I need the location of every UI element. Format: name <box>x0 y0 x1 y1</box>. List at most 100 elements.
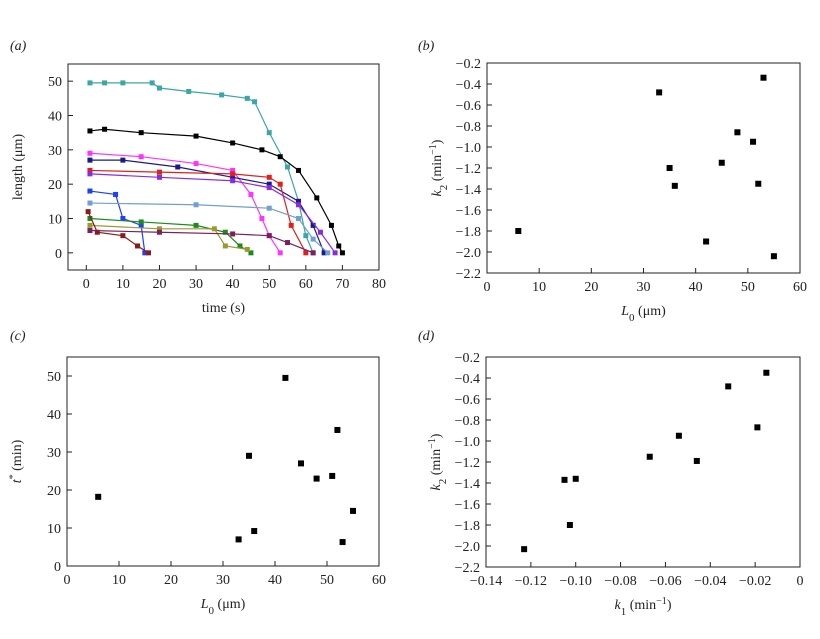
point <box>313 475 320 482</box>
point-marker <box>193 202 199 208</box>
point <box>566 522 573 528</box>
point <box>572 475 579 482</box>
point-marker <box>138 219 144 225</box>
y-tick-label: 30 <box>47 446 61 461</box>
y-tick-label: −2.2 <box>456 267 481 282</box>
point-marker <box>248 250 254 256</box>
y-tick-label: 0 <box>55 247 62 262</box>
label-part: ) <box>429 433 444 438</box>
point-marker <box>193 161 199 167</box>
y-tick-label: −0.4 <box>455 372 480 387</box>
point-marker <box>156 226 162 232</box>
point-marker <box>285 164 291 170</box>
point-marker <box>237 243 243 249</box>
x-tick-label: 70 <box>335 277 349 292</box>
point-marker <box>87 157 93 163</box>
x-tick-label: −0.06 <box>649 574 681 589</box>
y-tick-label: −1.6 <box>456 204 481 219</box>
point-marker <box>156 169 162 175</box>
y-tick-label: 0 <box>54 560 61 575</box>
x-tick-label: −0.08 <box>604 574 636 589</box>
label-part: (min) <box>10 439 25 474</box>
point-marker <box>230 231 236 237</box>
y-tick-label: −0.6 <box>456 99 481 114</box>
x-tick-label: 0 <box>797 574 804 589</box>
y-tick-label: −0.4 <box>456 78 481 93</box>
plot-frame <box>66 356 380 567</box>
point-marker <box>266 174 272 180</box>
x-tick-label: 50 <box>741 280 755 295</box>
label-part: (μm) <box>635 304 667 319</box>
x-tick-label: 30 <box>189 277 203 292</box>
label-part: 0 <box>209 605 215 617</box>
point-marker <box>296 167 302 173</box>
point <box>561 476 568 483</box>
point-marker <box>336 243 342 249</box>
point <box>95 493 102 500</box>
point-marker <box>135 243 141 249</box>
y-tick-label: −1.0 <box>455 435 480 450</box>
point-marker <box>277 181 283 187</box>
y-tick-label: −0.2 <box>455 351 480 366</box>
label-part: k <box>429 483 444 490</box>
label-part: t <box>10 478 25 483</box>
point <box>515 228 522 234</box>
axis-label: k2 (min−1) <box>427 433 450 490</box>
label-part: −1 <box>656 596 667 607</box>
point <box>760 74 767 81</box>
point-marker <box>317 229 323 235</box>
label-part: ) <box>430 139 445 144</box>
point-marker <box>310 222 316 228</box>
plot-frame <box>485 356 801 568</box>
point-marker <box>193 133 199 139</box>
point <box>656 89 663 96</box>
point <box>246 452 252 459</box>
label-part: (μm) <box>214 597 246 612</box>
y-tick-label: −1.8 <box>456 225 481 240</box>
x-tick-label: −0.10 <box>560 574 592 589</box>
point-marker <box>230 178 236 184</box>
point-marker <box>87 167 93 173</box>
x-tick-label: 30 <box>216 573 230 588</box>
point-marker <box>102 80 108 86</box>
point <box>646 453 653 460</box>
point-marker <box>325 250 331 256</box>
point-marker <box>142 250 148 256</box>
x-tick-label: 20 <box>152 277 166 292</box>
point-marker <box>310 250 316 256</box>
y-tick-label: −0.8 <box>456 120 481 135</box>
label-part: 2 <box>438 185 450 191</box>
point <box>693 457 700 464</box>
point-marker <box>156 85 162 91</box>
point-marker <box>87 200 93 206</box>
point <box>298 460 304 467</box>
point-marker <box>87 216 93 221</box>
point-marker <box>156 174 162 180</box>
label-part: −1 <box>428 144 439 155</box>
point-marker <box>266 233 272 239</box>
point-marker <box>87 80 93 86</box>
point-marker <box>186 88 192 94</box>
point-marker <box>138 222 144 228</box>
point-marker <box>230 171 236 177</box>
point <box>282 374 289 381</box>
point-marker <box>266 185 272 191</box>
point-marker <box>296 198 302 204</box>
x-tick-label: −0.04 <box>694 574 726 589</box>
x-tick-label: −0.12 <box>515 574 547 589</box>
axis-label: L0 (μm) <box>620 304 666 324</box>
series-line <box>89 169 307 254</box>
x-tick-label: 60 <box>793 280 807 295</box>
point-marker <box>120 157 126 163</box>
point-marker <box>138 130 144 136</box>
point <box>755 180 762 187</box>
point <box>754 424 761 431</box>
label-part: * <box>8 474 19 479</box>
axis-label: length (μm) <box>11 134 26 201</box>
point <box>703 238 710 245</box>
point-marker <box>285 240 291 246</box>
point-marker <box>156 229 162 235</box>
point-marker <box>219 92 225 98</box>
y-tick-label: −2.0 <box>456 246 481 261</box>
x-tick-label: 40 <box>689 280 703 295</box>
